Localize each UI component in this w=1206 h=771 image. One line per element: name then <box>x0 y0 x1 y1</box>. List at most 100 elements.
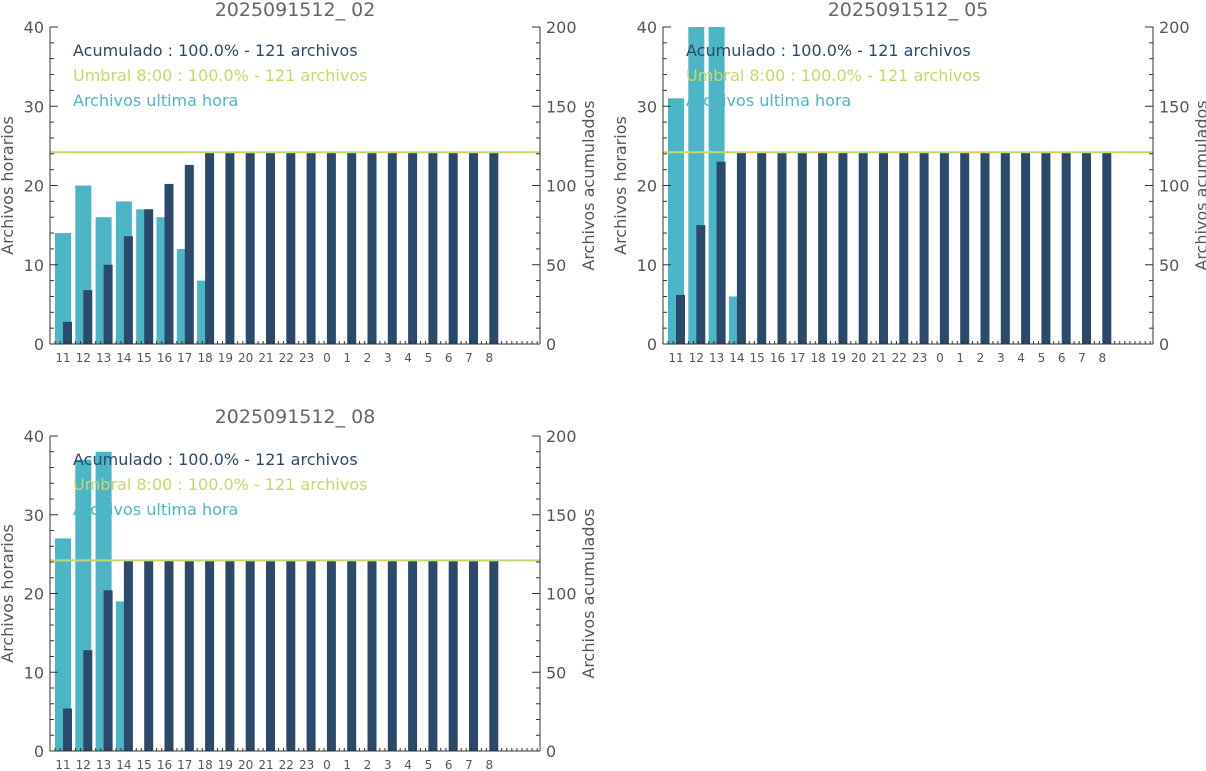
legend-entry: Acumulado : 100.0% - 121 archivos <box>73 450 358 469</box>
category-label: 21 <box>871 351 886 365</box>
category-label: 13 <box>709 351 724 365</box>
cumulative-bar-13 <box>716 161 726 344</box>
cumulative-bar-4 <box>408 152 418 344</box>
cumulative-bar-8 <box>489 560 499 751</box>
category-label: 18 <box>197 758 212 771</box>
category-label: 19 <box>218 758 233 771</box>
cumulative-bar-3 <box>1000 152 1010 344</box>
cumulative-bar-16 <box>164 560 174 751</box>
right-tick-label: 100 <box>1159 177 1190 196</box>
left-tick-label: 0 <box>34 742 44 761</box>
plot-area <box>55 451 499 751</box>
category-label: 21 <box>258 758 273 771</box>
cumulative-bar-7 <box>469 560 478 751</box>
legend-entry: Umbral 8:00 : 100.0% - 121 archivos <box>73 475 367 494</box>
category-label: 16 <box>770 351 785 365</box>
category-label: 2 <box>364 758 372 771</box>
category-label: 4 <box>404 758 412 771</box>
cumulative-bar-15 <box>757 152 767 344</box>
category-label: 17 <box>790 351 805 365</box>
cumulative-bar-20 <box>245 152 255 344</box>
category-label: 14 <box>729 351 744 365</box>
legend-entry: Archivos ultima hora <box>686 91 851 110</box>
cumulative-bar-13 <box>103 590 113 751</box>
cumulative-bar-2 <box>367 152 377 344</box>
category-label: 0 <box>936 351 944 365</box>
category-label: 22 <box>892 351 907 365</box>
cumulative-bar-6 <box>448 560 458 751</box>
category-label: 17 <box>177 758 192 771</box>
category-label: 8 <box>485 758 493 771</box>
category-label: 1 <box>956 351 964 365</box>
right-tick-label: 0 <box>546 742 556 761</box>
cumulative-bar-14 <box>123 560 133 751</box>
category-label: 20 <box>238 351 253 365</box>
category-label: 13 <box>96 351 111 365</box>
right-tick-label: 50 <box>546 256 566 275</box>
category-label: 14 <box>116 758 131 771</box>
left-tick-label: 30 <box>24 506 44 525</box>
left-tick-label: 10 <box>637 256 657 275</box>
hourly-bar-11 <box>668 98 684 344</box>
category-label: 23 <box>299 351 314 365</box>
cumulative-bar-6 <box>448 152 458 344</box>
category-label: 0 <box>323 758 331 771</box>
right-tick-label: 50 <box>546 663 566 682</box>
left-tick-label: 40 <box>24 18 44 37</box>
cumulative-bar-19 <box>225 152 235 344</box>
right-tick-label: 200 <box>546 18 577 37</box>
cumulative-bar-8 <box>1102 152 1112 344</box>
category-label: 14 <box>116 351 131 365</box>
left-tick-label: 20 <box>24 177 44 196</box>
cumulative-bar-14 <box>736 152 746 344</box>
cumulative-bar-22 <box>899 152 909 344</box>
cumulative-bar-15 <box>144 209 154 344</box>
category-label: 19 <box>218 351 233 365</box>
category-label: 4 <box>404 351 412 365</box>
cumulative-bar-3 <box>387 152 397 344</box>
cumulative-bar-1 <box>347 152 357 344</box>
category-label: 12 <box>689 351 704 365</box>
cumulative-bar-18 <box>205 152 215 344</box>
category-label: 16 <box>157 351 172 365</box>
cumulative-bar-19 <box>838 152 848 344</box>
right-axis-title: Archivos acumulados <box>579 100 598 270</box>
category-label: 8 <box>485 351 493 365</box>
legend-entry: Umbral 8:00 : 100.0% - 121 archivos <box>73 66 367 85</box>
left-tick-label: 30 <box>24 97 44 116</box>
cumulative-bar-1 <box>347 560 357 751</box>
cumulative-bar-23 <box>306 152 316 344</box>
category-label: 1 <box>343 351 351 365</box>
left-tick-label: 40 <box>637 18 657 37</box>
category-label: 23 <box>299 758 314 771</box>
cumulative-bar-17 <box>184 560 194 751</box>
category-label: 5 <box>425 351 433 365</box>
right-tick-label: 150 <box>1159 97 1190 116</box>
category-label: 22 <box>279 758 294 771</box>
left-tick-label: 20 <box>24 585 44 604</box>
category-label: 5 <box>1038 351 1046 365</box>
left-tick-label: 0 <box>647 335 657 354</box>
cumulative-bar-4 <box>1021 152 1031 344</box>
right-axis-title: Archivos acumulados <box>1192 100 1206 270</box>
category-label: 15 <box>137 758 152 771</box>
cumulative-bar-20 <box>245 560 255 751</box>
legend-entry: Archivos ultima hora <box>73 500 238 519</box>
cumulative-bar-14 <box>123 236 133 344</box>
category-label: 3 <box>997 351 1005 365</box>
cumulative-bar-12 <box>696 225 706 344</box>
cumulative-bar-7 <box>469 152 478 344</box>
category-label: 19 <box>831 351 846 365</box>
cumulative-bar-18 <box>205 560 215 751</box>
cumulative-bar-11 <box>63 321 72 344</box>
category-label: 8 <box>1098 351 1106 365</box>
cumulative-bar-20 <box>858 152 868 344</box>
cumulative-bar-5 <box>428 152 438 344</box>
cumulative-bar-2 <box>367 560 377 751</box>
cumulative-bar-21 <box>879 152 888 344</box>
cumulative-bar-13 <box>103 264 113 344</box>
category-label: 6 <box>1058 351 1066 365</box>
